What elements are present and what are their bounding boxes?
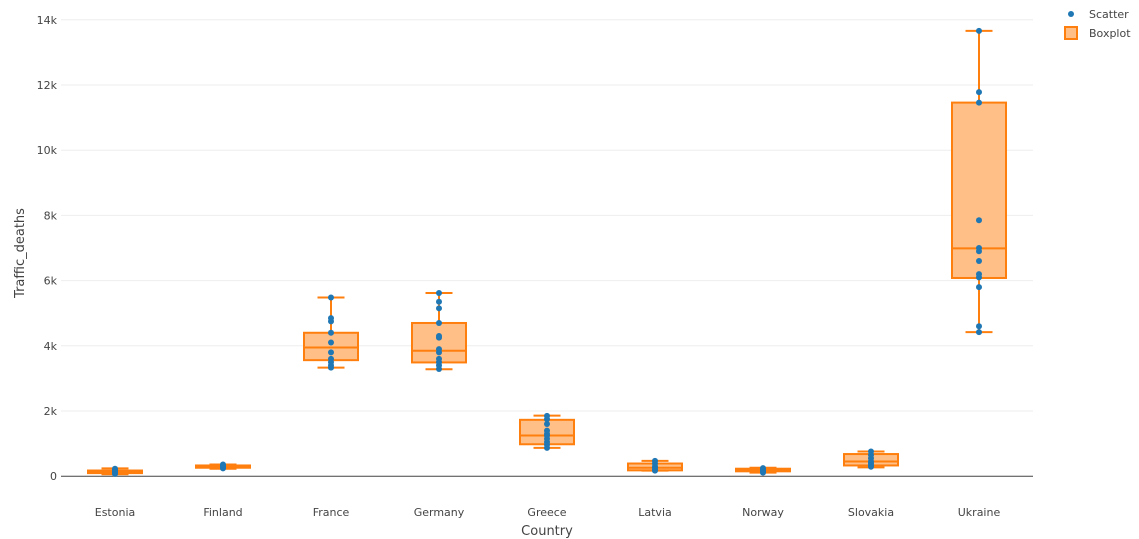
legend-scatter-label: Scatter [1089, 8, 1129, 21]
y-tick-label: 14k [37, 14, 58, 27]
x-tick-label-germany: Germany [414, 506, 465, 519]
legend-scatter-marker [1068, 11, 1074, 17]
scatter-point-france[interactable] [328, 315, 334, 322]
scatter-point-ukraine[interactable] [976, 323, 982, 330]
scatter-point-france[interactable] [328, 294, 334, 301]
y-axis-title: Traffic_deaths [13, 208, 28, 299]
scatter-point-ukraine[interactable] [976, 27, 982, 34]
scatter-point-finland[interactable] [220, 461, 226, 468]
scatter-point-germany[interactable] [436, 319, 442, 326]
scatter-point-ukraine[interactable] [976, 217, 982, 224]
scatter-point-germany[interactable] [436, 355, 442, 362]
scatter-point-greece[interactable] [544, 427, 550, 434]
x-tick-label-france: France [313, 506, 350, 519]
x-tick-label-latvia: Latvia [638, 506, 672, 519]
scatter-point-germany[interactable] [436, 298, 442, 305]
scatter-point-ukraine[interactable] [976, 258, 982, 265]
scatter-point-germany[interactable] [436, 305, 442, 312]
x-axis-ticks: Estonia Finland France Germany Greece Latvia N… [95, 506, 1001, 519]
y-tick-label: 2k [44, 405, 58, 418]
legend-boxplot-label: Boxplot [1089, 27, 1131, 40]
scatter-point-greece[interactable] [544, 421, 550, 428]
x-tick-label-slovakia: Slovakia [848, 506, 894, 519]
y-tick-label: 8k [44, 209, 58, 222]
legend-item-scatter[interactable]: Scatter [1068, 8, 1129, 21]
scatter-point-norway[interactable] [760, 465, 766, 472]
y-tick-label: 6k [44, 275, 58, 288]
y-tick-label: 10k [37, 144, 58, 157]
scatter-point-ukraine[interactable] [976, 284, 982, 291]
x-tick-label-norway: Norway [742, 506, 784, 519]
scatter-point-greece[interactable] [544, 412, 550, 419]
x-tick-label-estonia: Estonia [95, 506, 136, 519]
y-tick-label: 4k [44, 340, 58, 353]
x-tick-label-finland: Finland [203, 506, 242, 519]
scatter-series [112, 27, 982, 477]
legend[interactable]: Scatter Boxplot [1064, 8, 1131, 40]
legend-boxplot-marker [1064, 26, 1078, 40]
scatter-point-estonia[interactable] [112, 465, 118, 472]
grid-lines [61, 19, 1033, 477]
scatter-point-ukraine[interactable] [976, 89, 982, 96]
boxplot-series [87, 29, 1007, 476]
y-tick-label: 12k [37, 79, 58, 92]
scatter-point-latvia[interactable] [652, 457, 658, 464]
x-tick-label-ukraine: Ukraine [958, 506, 1001, 519]
scatter-point-france[interactable] [328, 355, 334, 362]
x-tick-label-greece: Greece [527, 506, 566, 519]
scatter-point-ukraine[interactable] [976, 245, 982, 251]
scatter-point-ukraine[interactable] [976, 271, 982, 278]
scatter-point-ukraine[interactable] [976, 99, 982, 106]
scatter-point-france[interactable] [328, 329, 334, 336]
legend-item-boxplot[interactable]: Boxplot [1064, 26, 1131, 40]
scatter-point-slovakia[interactable] [868, 448, 874, 455]
scatter-point-france[interactable] [328, 349, 334, 356]
scatter-point-germany[interactable] [436, 289, 442, 296]
scatter-point-france[interactable] [328, 339, 334, 346]
scatter-point-ukraine[interactable] [976, 329, 982, 336]
y-tick-label: 0 [50, 470, 57, 483]
scatter-point-germany[interactable] [436, 346, 442, 353]
scatter-point-germany[interactable] [436, 333, 442, 340]
y-axis-ticks: 0 2k 4k 6k 8k 10k 12k 14k [37, 14, 58, 483]
x-axis-title: Country [521, 524, 573, 539]
